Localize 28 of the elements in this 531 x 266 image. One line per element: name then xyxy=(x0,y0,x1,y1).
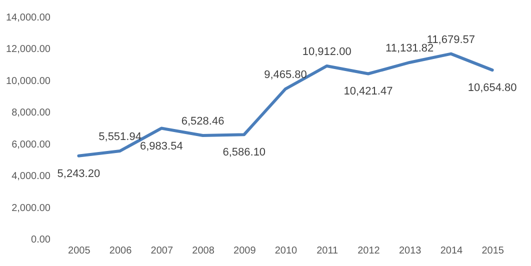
x-tick-label: 2005 xyxy=(68,246,91,256)
y-tick-label: 8,000.00 xyxy=(12,108,51,119)
data-label: 10,912.00 xyxy=(302,46,352,58)
x-tick-label: 2013 xyxy=(398,246,422,256)
data-label: 9,465.80 xyxy=(264,68,307,81)
data-label: 6,528.46 xyxy=(181,115,224,128)
x-tick-label: 2015 xyxy=(482,246,504,256)
data-label: 6,983.54 xyxy=(140,140,183,152)
x-tick-label: 2009 xyxy=(234,246,256,256)
data-label: 10,654.80 xyxy=(468,82,517,94)
y-tick-label: 0.00 xyxy=(31,234,51,246)
x-tick-label: 2014 xyxy=(440,246,464,256)
data-label: 6,586.10 xyxy=(222,146,266,159)
y-tick-label: 10,000.00 xyxy=(6,76,51,87)
data-label: 10,421.47 xyxy=(344,86,393,98)
data-label: 5,243.20 xyxy=(57,168,100,180)
x-tick-label: 2012 xyxy=(358,246,380,256)
y-tick-label: 6,000.00 xyxy=(12,139,51,150)
x-tick-label: 2008 xyxy=(192,246,215,256)
x-tick-label: 2011 xyxy=(316,246,339,256)
y-tick-label: 2,000.00 xyxy=(12,202,51,214)
y-tick-label: 14,000.00 xyxy=(6,12,51,24)
x-tick-label: 2006 xyxy=(109,246,132,256)
y-tick-label: 12,000.00 xyxy=(6,44,51,56)
y-tick-label: 4,000.00 xyxy=(12,171,51,182)
data-label: 5,551.94 xyxy=(98,130,142,143)
x-tick-label: 2007 xyxy=(150,246,174,256)
x-tick-label: 2010 xyxy=(274,246,298,256)
